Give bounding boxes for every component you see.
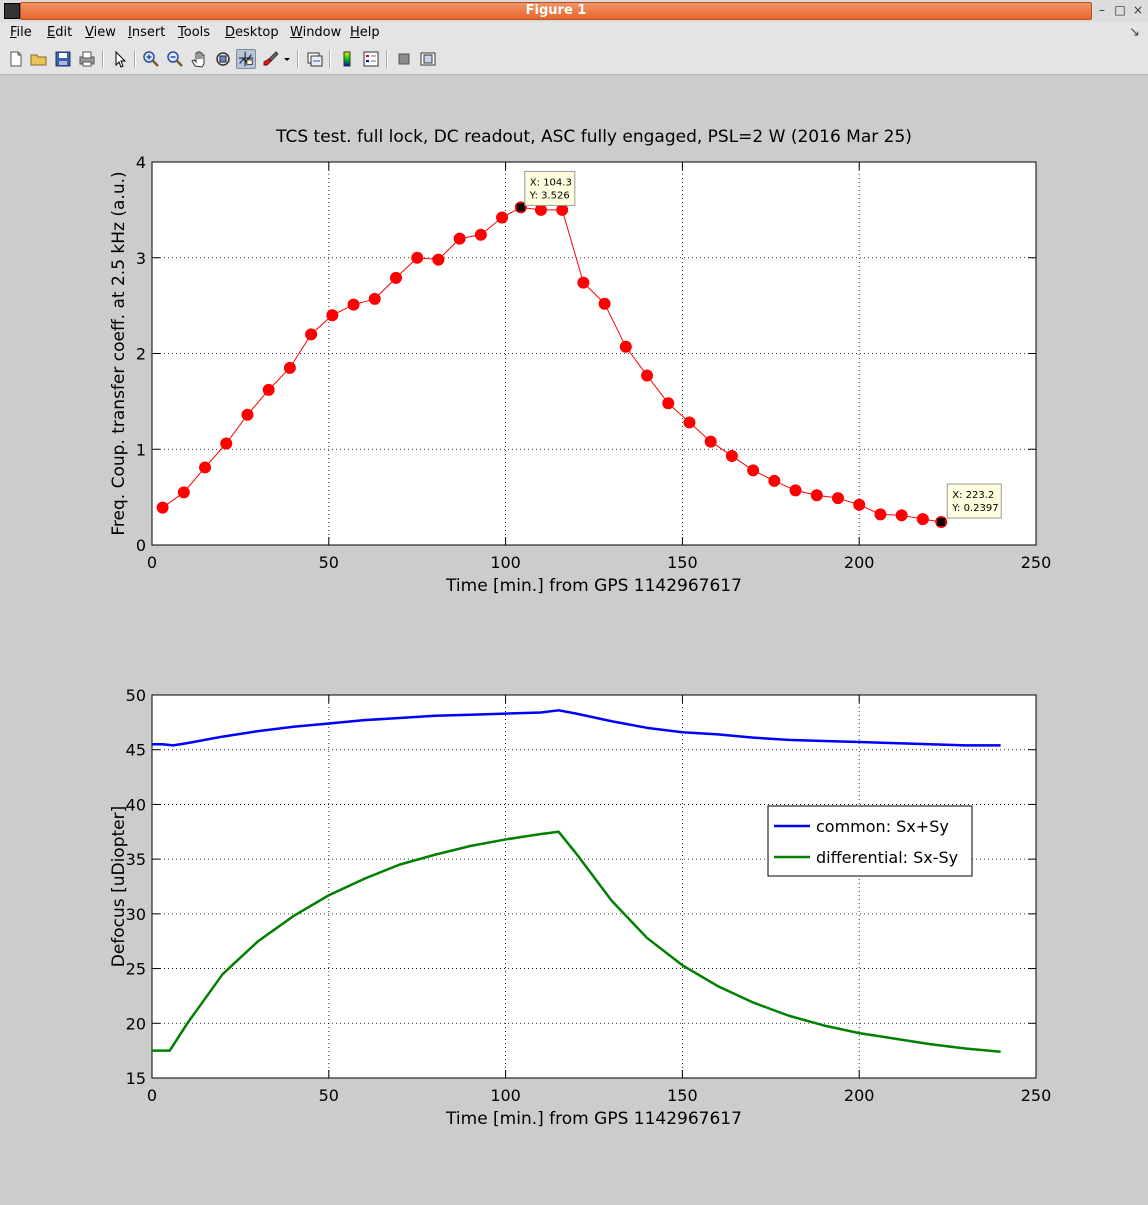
hide-plot-tools-icon[interactable] [394, 49, 414, 69]
toolbar-separator [297, 50, 299, 68]
menu-help-rest: elp [359, 25, 380, 40]
legend-icon[interactable] [361, 49, 381, 69]
menu-edit[interactable]: Edit [47, 25, 72, 40]
menu-help[interactable]: Help [350, 25, 380, 40]
minimize-button[interactable]: – [1099, 3, 1105, 17]
menu-tools-rest: ools [183, 25, 211, 40]
zoom-in-icon[interactable] [141, 49, 161, 69]
menu-file[interactable]: File [10, 25, 32, 40]
toolbar-separator [134, 50, 136, 68]
menu-insert[interactable]: Insert [128, 25, 165, 40]
zoom-out-icon[interactable] [165, 49, 185, 69]
menu-file-rest: ile [16, 25, 32, 40]
toolbar-separator [329, 50, 331, 68]
pointer-icon[interactable] [110, 49, 130, 69]
menu-desktop-rest: esktop [235, 25, 279, 40]
menu-desktop-mnemonic: D [225, 25, 236, 40]
close-window-button[interactable]: × [1132, 3, 1144, 17]
brush-icon[interactable] [261, 49, 281, 69]
menu-insert-rest: nsert [131, 25, 166, 40]
menu-desktop[interactable]: Desktop [225, 25, 279, 40]
menu-tools[interactable]: Tools [178, 25, 210, 40]
toolbar-separator [102, 50, 104, 68]
maximize-button[interactable]: □ [1114, 3, 1126, 17]
toolbar-separator [386, 50, 388, 68]
menu-window-rest: indow [302, 25, 342, 40]
new-figure-icon[interactable] [6, 49, 26, 69]
figure-canvas [3, 75, 1145, 1202]
rotate-3d-icon[interactable] [213, 49, 233, 69]
data-cursor-icon[interactable] [236, 49, 256, 69]
menu-insert-mnemonic: I [128, 25, 132, 40]
menu-help-mnemonic: H [350, 25, 360, 40]
pan-hand-icon[interactable] [189, 49, 209, 69]
menu-file-mnemonic: F [10, 25, 17, 40]
menubar: File Edit View Insert Tools Desktop Wind… [0, 22, 1148, 44]
menu-view-rest: iew [93, 25, 116, 40]
show-plot-tools-icon[interactable] [418, 49, 438, 69]
menu-edit-rest: dit [55, 25, 73, 40]
window-titlebar: Figure 1 – □ × [0, 0, 1148, 23]
menu-view[interactable]: View [85, 25, 116, 40]
print-icon[interactable] [77, 49, 97, 69]
link-plot-icon[interactable] [305, 49, 325, 69]
open-icon[interactable] [29, 49, 49, 69]
menu-view-mnemonic: V [85, 25, 94, 40]
menu-edit-mnemonic: E [47, 25, 56, 40]
colorbar-icon[interactable] [337, 49, 357, 69]
menu-window-mnemonic: W [290, 25, 303, 40]
menu-tools-mnemonic: T [178, 25, 184, 40]
save-icon[interactable] [53, 49, 73, 69]
dropdown-arrow-icon[interactable] [282, 49, 292, 69]
window-title: Figure 1 [20, 2, 1092, 20]
menu-window[interactable]: Window [290, 25, 341, 40]
figure-toolbar [0, 44, 1148, 75]
matlab-icon [4, 3, 20, 19]
dock-close-icon[interactable]: ↘ [1129, 25, 1140, 40]
